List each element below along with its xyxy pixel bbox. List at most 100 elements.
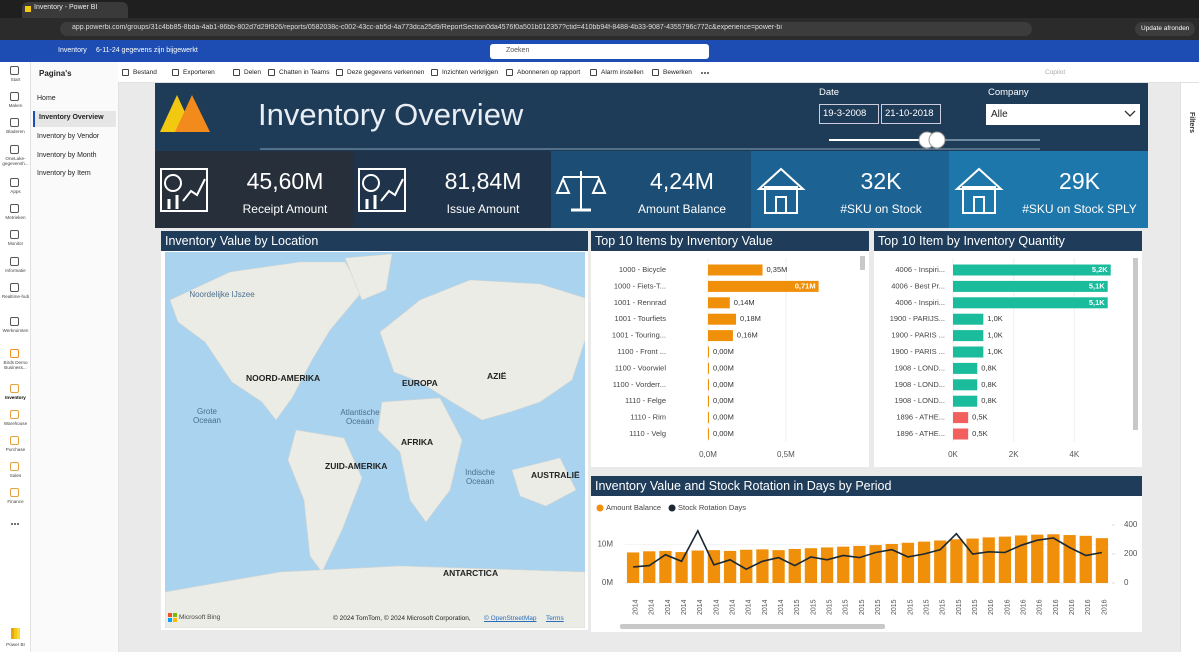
page-item[interactable]: Inventory by Month <box>33 149 116 165</box>
nav-label[interactable]: Purchase <box>5 447 26 452</box>
page-item[interactable]: Inventory by Item <box>33 167 116 183</box>
nav-icon[interactable] <box>10 436 19 445</box>
kpi-icon <box>954 167 1004 214</box>
toolbar-button[interactable]: Bewerken <box>663 69 692 76</box>
more-dot[interactable] <box>11 523 13 525</box>
nav-label[interactable]: Warehouse <box>3 421 28 426</box>
value-label: 0,8K <box>981 380 996 389</box>
tab-strip <box>0 0 1199 18</box>
nav-label[interactable]: Metrieken <box>5 215 26 220</box>
bar <box>643 551 656 583</box>
more-dot[interactable] <box>14 523 16 525</box>
update-button[interactable]: Update afronden <box>1135 22 1196 36</box>
nav-icon[interactable] <box>10 384 19 393</box>
bar <box>708 362 709 374</box>
nav-label[interactable]: Bladeren <box>6 129 25 134</box>
nav-icon[interactable] <box>10 462 19 471</box>
bar <box>885 543 898 583</box>
nav-icon[interactable] <box>10 204 19 213</box>
copilot[interactable]: Copilot <box>1045 69 1066 76</box>
bar <box>869 545 882 583</box>
x-tick-label: 2015 <box>956 599 963 615</box>
address-bar[interactable] <box>60 22 1032 36</box>
toolbar-button[interactable]: Deze gegevens verkennen <box>347 69 425 76</box>
date-start[interactable]: 19-3-2008 <box>819 104 879 124</box>
nav-icon[interactable] <box>10 178 19 187</box>
y-tick-label: 1100 - Front ... <box>617 347 666 356</box>
nav-icon[interactable] <box>10 410 19 419</box>
refresh-note[interactable]: 6-11-24 gegevens zijn bijgewerkt <box>96 47 198 54</box>
nav-icon[interactable] <box>10 283 19 292</box>
nav-icon[interactable] <box>10 230 19 239</box>
toolbar-button[interactable]: Chatten in Teams <box>279 69 330 76</box>
x-tick-label: 0K <box>948 450 958 459</box>
kpi-label: Issue Amount <box>446 202 520 216</box>
value-label: 5,1K <box>1089 298 1105 307</box>
workspace[interactable]: Inventory <box>58 47 87 54</box>
more-dot[interactable] <box>707 72 709 74</box>
nav-icon[interactable] <box>10 66 19 75</box>
toolbar-button[interactable]: Delen <box>244 69 261 76</box>
toolbar-button[interactable]: Abonneren op rapport <box>517 69 581 76</box>
nav-icon[interactable] <box>10 349 19 358</box>
nav-label[interactable]: Informatie <box>5 268 26 273</box>
land <box>344 253 393 301</box>
toolbar-icon <box>233 69 240 76</box>
bar <box>708 280 819 292</box>
page-item[interactable]: Inventory by Vendor <box>33 130 116 146</box>
bar <box>950 539 963 583</box>
more-dot[interactable] <box>17 523 19 525</box>
nav-icon[interactable] <box>10 257 19 266</box>
nav-label[interactable]: Maken <box>8 103 23 108</box>
scrollbar <box>620 624 885 629</box>
page-label: Home <box>37 95 56 102</box>
toolbar-icon <box>122 69 129 76</box>
nav-label[interactable]: Inventory <box>5 395 26 400</box>
osm-link[interactable]: © OpenStreetMap <box>484 615 537 622</box>
slider-handle[interactable] <box>928 131 946 149</box>
bar <box>708 346 709 358</box>
page-item[interactable]: Home <box>33 92 116 108</box>
x-tick-label: 2014 <box>729 599 736 615</box>
bar <box>953 379 978 391</box>
land <box>511 457 577 507</box>
nav-label[interactable]: Monitor <box>7 241 24 246</box>
toolbar-button[interactable]: Inzichten verkrijgen <box>442 69 498 76</box>
y-tick-label: 1000 - Bicycle <box>619 265 666 274</box>
nav-label[interactable]: Realtime-hub <box>1 294 30 299</box>
search-box[interactable] <box>490 44 709 59</box>
bar <box>804 548 818 583</box>
x-tick-label: 2014 <box>697 599 704 615</box>
bar <box>723 550 737 583</box>
nav-icon[interactable] <box>10 118 19 127</box>
tab[interactable] <box>22 2 128 18</box>
nav-label[interactable]: Finance <box>7 499 24 504</box>
nav-label[interactable]: Apps <box>10 189 21 194</box>
company-dropdown[interactable] <box>986 104 1140 125</box>
kpi-card: 81,84M Issue Amount <box>353 151 551 228</box>
toolbar-button[interactable]: Alarm instellen <box>601 69 644 76</box>
nav-label[interactable]: Sales <box>9 473 22 478</box>
kpi-card: 45,60M Receipt Amount <box>155 151 353 228</box>
dropdown-arrow <box>1124 110 1136 117</box>
bar <box>953 428 969 440</box>
nav-label[interactable]: Start <box>10 77 21 82</box>
page-label: Inventory by Vendor <box>37 133 100 140</box>
nav-icon[interactable] <box>10 92 19 101</box>
toolbar-button[interactable]: Bestand <box>133 69 157 76</box>
value-label: 0,18M <box>740 314 761 323</box>
nav-icon[interactable] <box>10 488 19 497</box>
value-label: 0,00M <box>713 363 734 372</box>
toolbar-button[interactable]: Exporteren <box>183 69 215 76</box>
page-item[interactable]: Inventory Overview <box>33 111 116 127</box>
nav-label[interactable]: Birds Demo Business... <box>3 360 28 370</box>
terms-link[interactable]: Terms <box>546 615 564 622</box>
nav-label[interactable]: OneLake-gegevensh... <box>2 156 29 166</box>
nav-label[interactable]: Werkruimten <box>2 328 29 333</box>
nav-icon[interactable] <box>10 317 19 326</box>
more-dot[interactable] <box>704 72 706 74</box>
date-end[interactable]: 21-10-2018 <box>881 104 941 124</box>
nav-icon[interactable] <box>10 145 19 154</box>
more-dot[interactable] <box>701 72 703 74</box>
